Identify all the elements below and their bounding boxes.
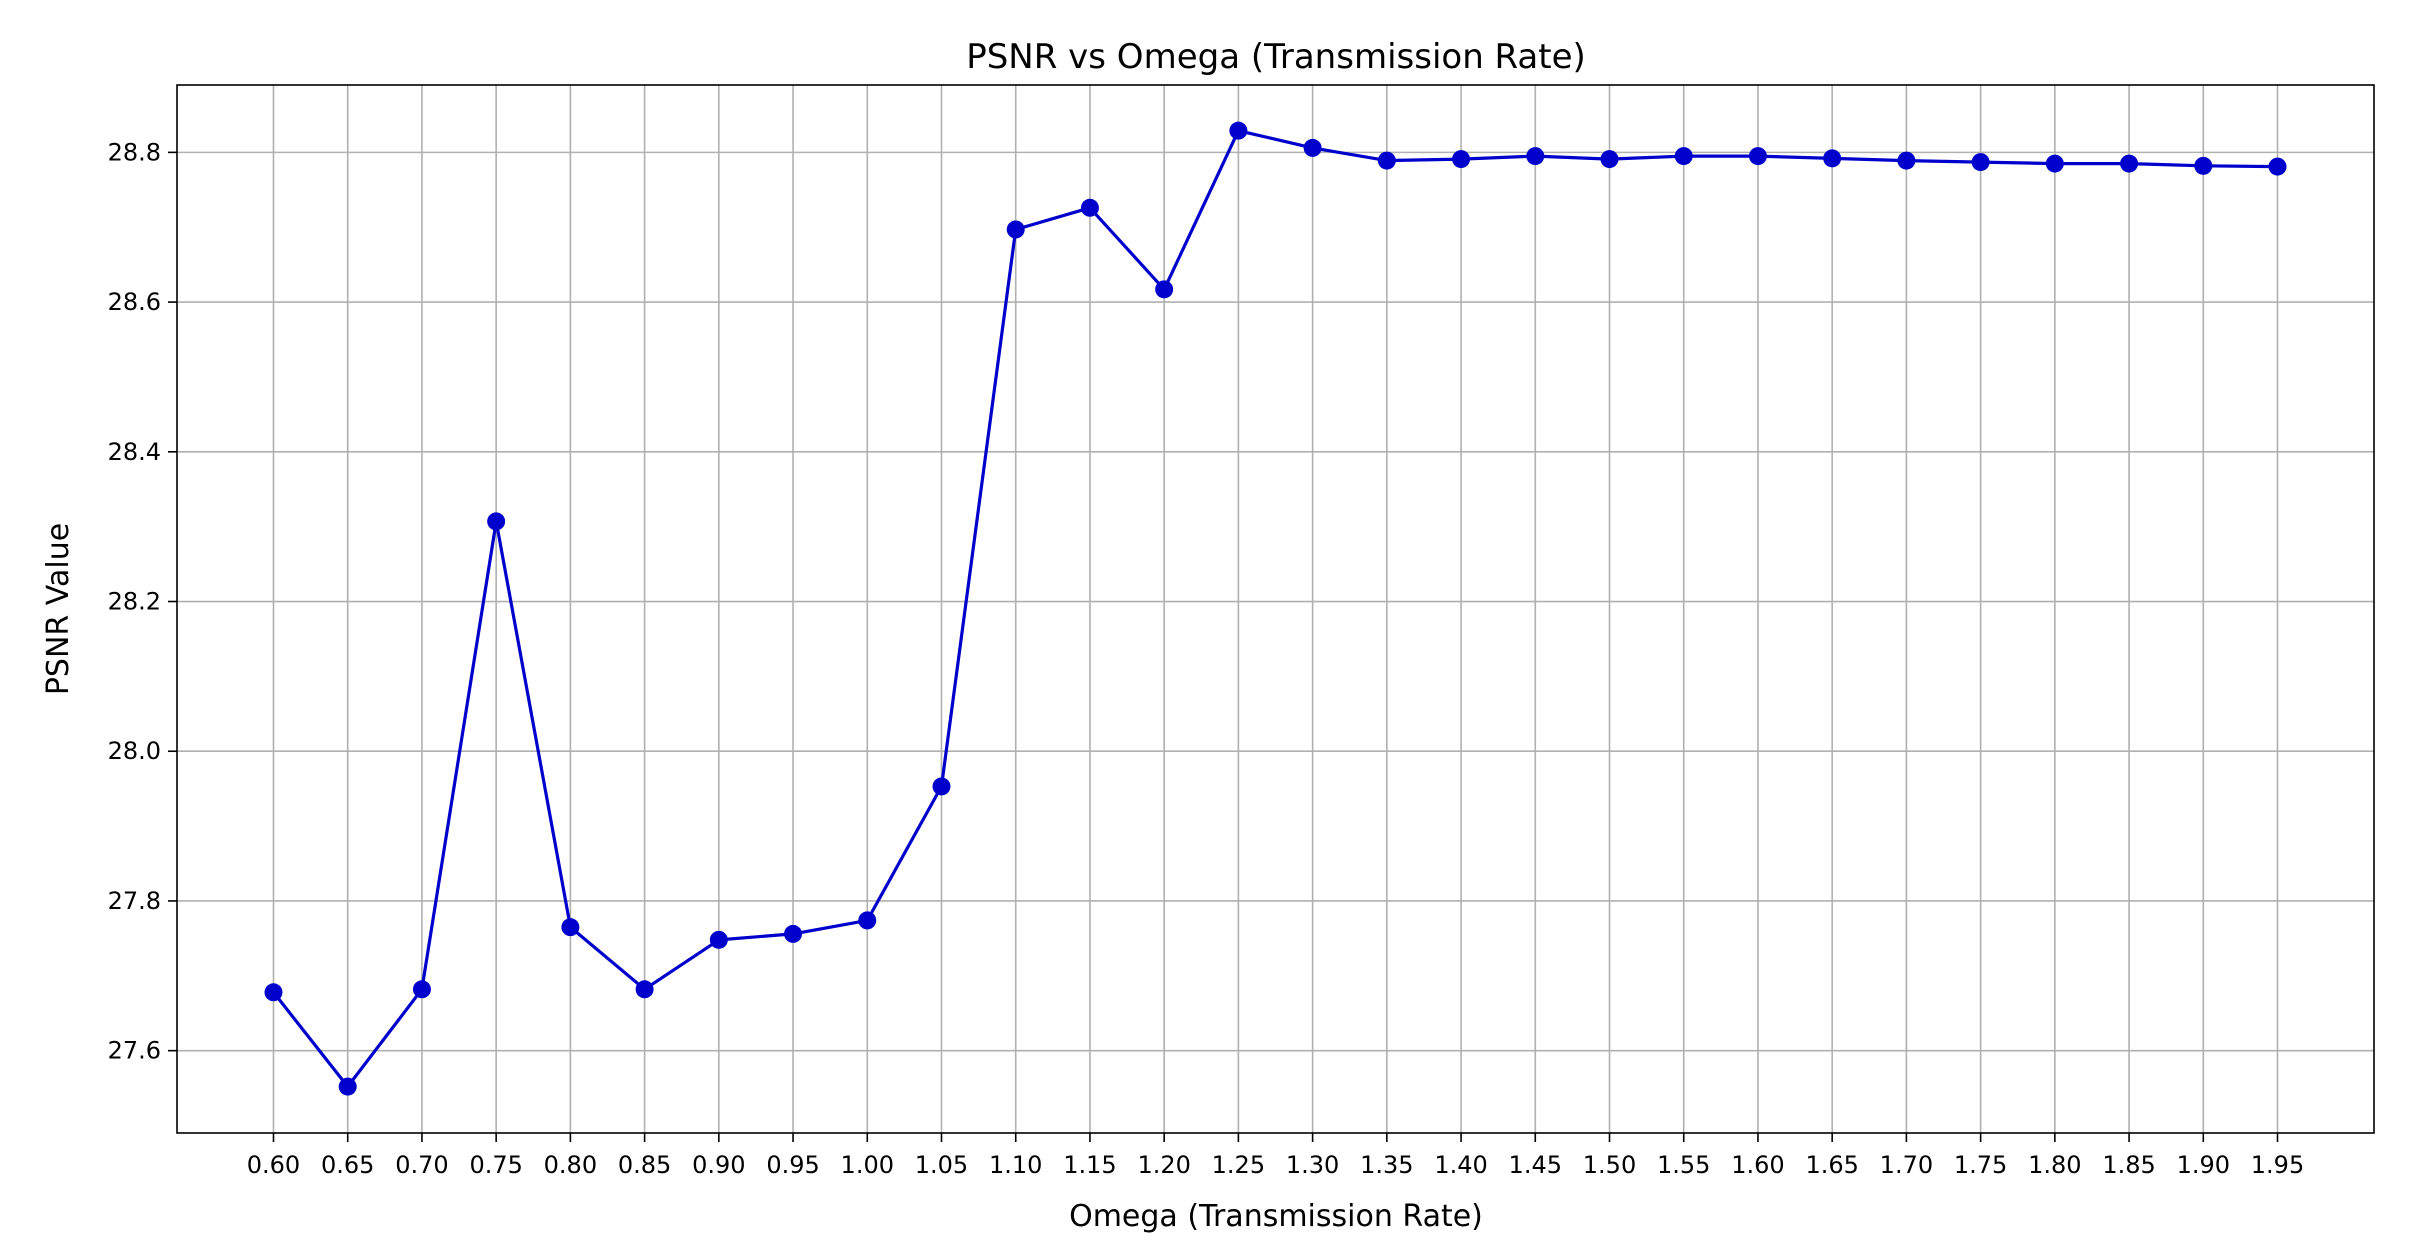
- data-point: [2268, 157, 2287, 176]
- x-tick-label: 1.55: [1657, 1151, 1710, 1179]
- data-point: [709, 930, 728, 949]
- y-tick-label: 28.8: [108, 138, 161, 166]
- x-tick-label: 1.95: [2251, 1151, 2304, 1179]
- plot-frame: [176, 84, 2375, 1134]
- x-tick-label: 1.65: [1805, 1151, 1858, 1179]
- data-point: [1674, 147, 1693, 166]
- data-point: [1897, 151, 1916, 170]
- data-point: [1748, 147, 1767, 166]
- x-tick-label: 0.95: [766, 1151, 819, 1179]
- x-tick-label: 1.00: [841, 1151, 894, 1179]
- data-point: [412, 980, 431, 999]
- x-tick-label: 1.75: [1954, 1151, 2007, 1179]
- y-tick-label: 27.8: [108, 887, 161, 915]
- y-axis: 27.6 27.8 28.0 28.2 28.4 28.6 28.8: [108, 138, 177, 1065]
- x-tick-label: 1.40: [1434, 1151, 1487, 1179]
- data-point: [932, 777, 951, 796]
- data-point: [1229, 121, 1248, 140]
- data-point: [1155, 280, 1174, 299]
- x-tick-label: 0.85: [618, 1151, 671, 1179]
- x-tick-label: 1.20: [1137, 1151, 1190, 1179]
- y-tick-label: 28.0: [108, 737, 161, 765]
- data-point: [2194, 156, 2213, 175]
- data-point: [1303, 138, 1322, 157]
- y-tick-label: 28.6: [108, 288, 161, 316]
- x-tick-label: 1.25: [1212, 1151, 1265, 1179]
- series-line: [272, 129, 2278, 1089]
- data-point: [1600, 150, 1619, 169]
- x-tick-label: 1.60: [1731, 1151, 1784, 1179]
- x-tick-label: 1.30: [1286, 1151, 1339, 1179]
- x-tick-label: 1.80: [2028, 1151, 2081, 1179]
- x-tick-label: 1.90: [2177, 1151, 2230, 1179]
- series-layer: [264, 121, 2287, 1096]
- data-point: [264, 983, 283, 1002]
- x-tick-label: 1.35: [1360, 1151, 1413, 1179]
- data-point: [1080, 198, 1099, 217]
- x-tick-label: 1.85: [2102, 1151, 2155, 1179]
- data-point: [1823, 149, 1842, 168]
- data-point: [338, 1077, 357, 1096]
- data-point: [2120, 154, 2139, 173]
- x-tick-label: 0.60: [247, 1151, 300, 1179]
- x-tick-label: 0.80: [544, 1151, 597, 1179]
- data-point: [1526, 147, 1545, 166]
- data-point: [1971, 153, 1990, 172]
- data-point: [1006, 220, 1025, 239]
- x-tick-label: 1.05: [915, 1151, 968, 1179]
- x-tick-label: 1.15: [1063, 1151, 1116, 1179]
- x-axis-label: Omega (Transmission Rate): [1069, 1199, 1483, 1234]
- x-tick-label: 0.70: [395, 1151, 448, 1179]
- chart-title: PSNR vs Omega (Transmission Rate): [966, 37, 1586, 77]
- y-axis-label: PSNR Value: [41, 523, 76, 695]
- data-point: [1377, 151, 1396, 170]
- data-point: [487, 512, 506, 531]
- x-tick-label: 1.45: [1509, 1151, 1562, 1179]
- data-point: [561, 918, 580, 937]
- data-point: [858, 911, 877, 930]
- data-point: [784, 924, 803, 943]
- y-tick-label: 28.4: [108, 438, 161, 466]
- x-tick-label: 1.10: [989, 1151, 1042, 1179]
- x-axis: 0.60 0.65 0.70 0.75 0.80 0.85 0.90 0.95 1.00 1.05…: [247, 1133, 2304, 1179]
- y-tick-label: 28.2: [108, 588, 161, 616]
- x-tick-label: 0.65: [321, 1151, 374, 1179]
- data-point: [2045, 154, 2064, 173]
- x-tick-label: 1.50: [1583, 1151, 1636, 1179]
- grid-lines: [177, 85, 2374, 1133]
- data-point: [1452, 150, 1471, 169]
- data-point: [635, 980, 654, 999]
- x-tick-label: 0.75: [469, 1151, 522, 1179]
- x-tick-label: 0.90: [692, 1151, 745, 1179]
- y-tick-label: 27.6: [108, 1037, 161, 1065]
- x-tick-label: 1.70: [1880, 1151, 1933, 1179]
